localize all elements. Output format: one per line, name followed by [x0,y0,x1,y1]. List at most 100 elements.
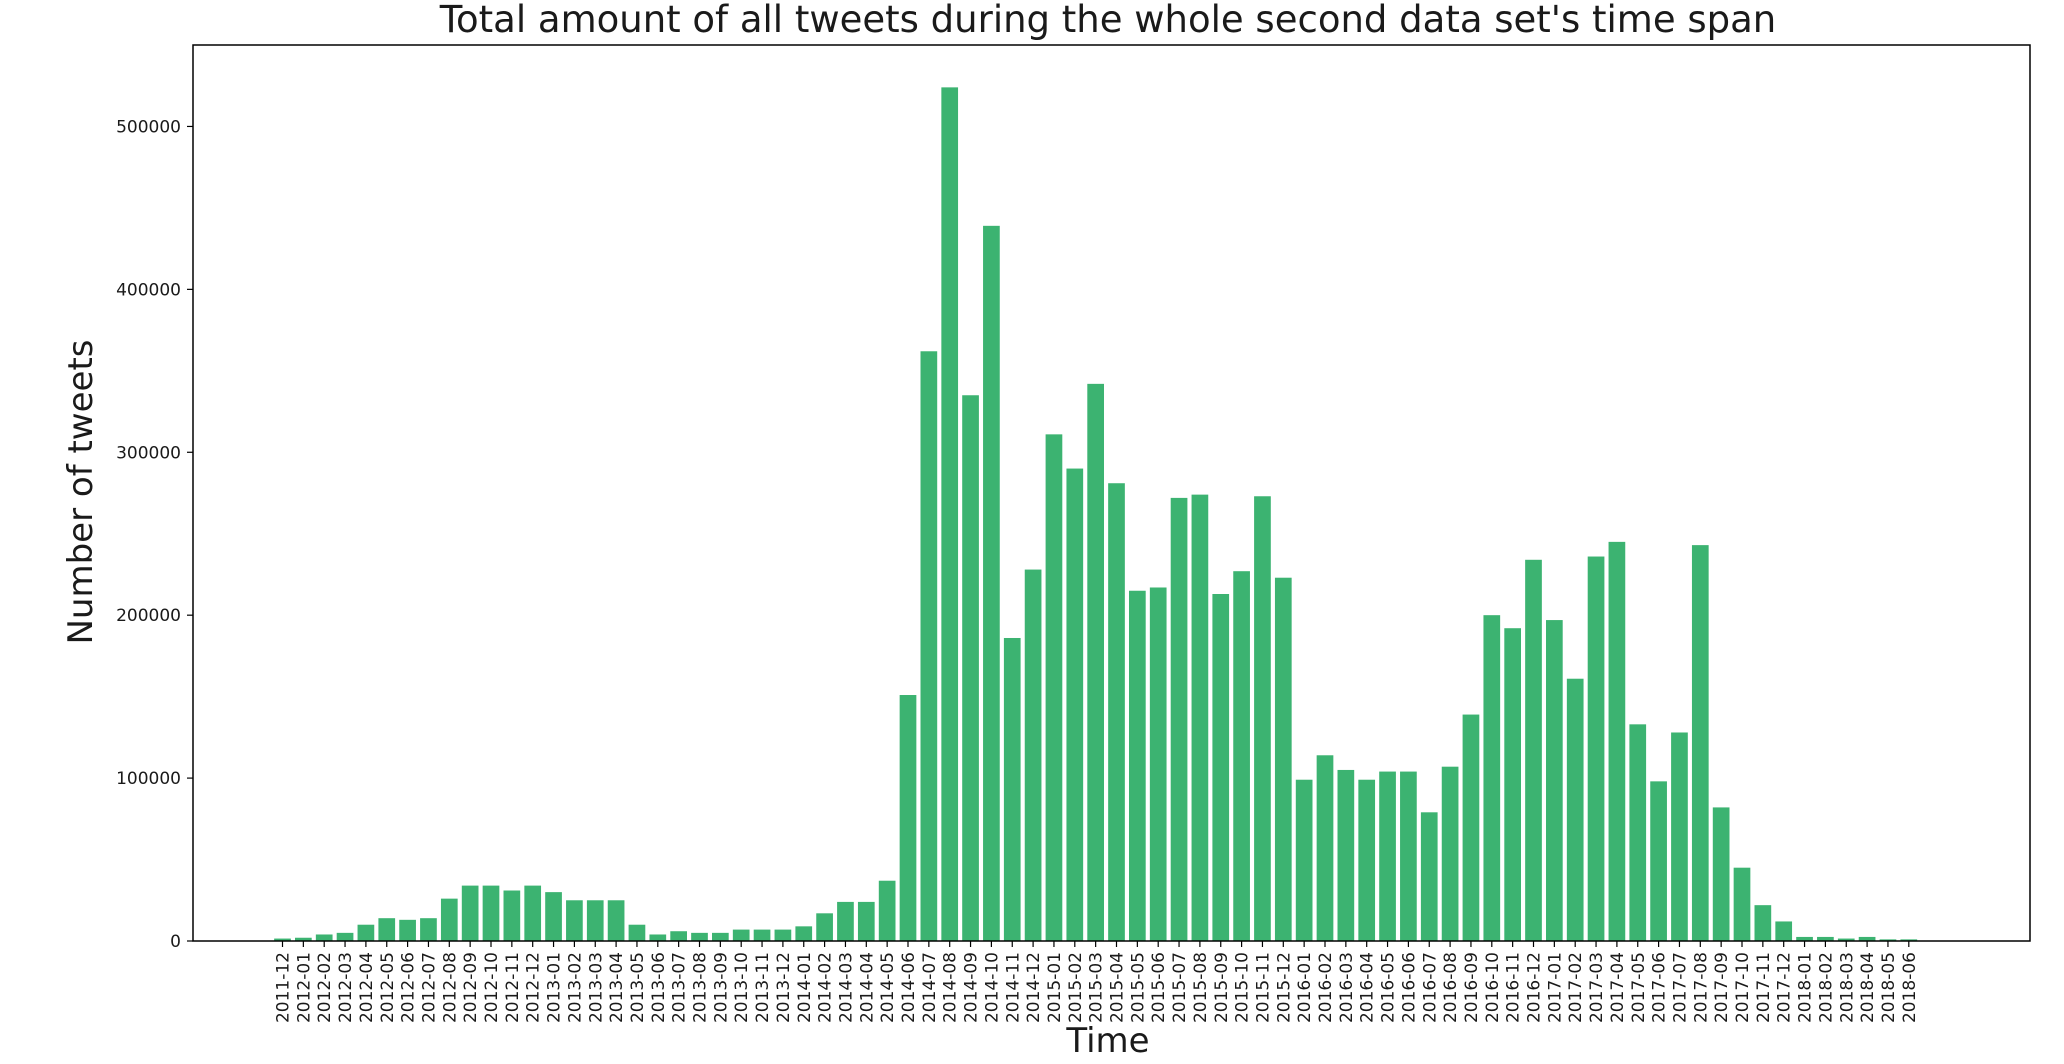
bar-2015-05 [1129,590,1146,941]
bar-2017-03 [1587,556,1605,941]
x-tick-label: 2018-06 [1900,952,1920,1023]
y-tick-label: 500000 [116,117,181,137]
bar-2014-09 [962,395,979,941]
x-tick-label: 2017-03 [1587,952,1607,1023]
bar-2014-11 [1003,637,1021,941]
y-tick-label: 300000 [116,443,181,463]
bar-2012-05 [378,918,396,941]
bar-2017-12 [1775,921,1793,941]
bar-2017-07 [1671,732,1688,941]
x-tick-label: 2016-12 [1525,952,1545,1023]
bar-2012-09 [461,885,479,941]
bar-2016-03 [1337,769,1355,941]
x-axis-label: Time [1065,1021,1149,1060]
bar-2015-12 [1274,577,1292,941]
bar-2018-03 [1837,938,1855,941]
bar-2013-11 [753,929,771,941]
x-tick-label: 2017-02 [1566,952,1586,1023]
bar-2016-05 [1379,771,1396,941]
bar-2012-10 [482,885,500,941]
x-tick-label: 2013-02 [565,952,585,1023]
bar-2013-12 [774,929,792,941]
bar-2017-01 [1546,620,1563,941]
x-tick-label: 2016-04 [1358,952,1378,1023]
x-tick-label: 2012-09 [461,952,481,1023]
x-tick-label: 2017-11 [1754,952,1774,1023]
x-tick-label: 2016-10 [1483,952,1503,1023]
y-axis-ticks: 0 100000 200000 300000 400000 500000 [116,117,193,952]
x-tick-label: 2018-04 [1858,952,1878,1023]
x-tick-label: 2017-12 [1775,952,1795,1023]
x-tick-label: 2015-06 [1149,952,1169,1023]
bars-group [274,87,1918,942]
x-tick-label: 2012-07 [419,952,439,1023]
bar-2014-01 [795,926,813,941]
bar-2013-03 [586,900,604,941]
y-axis-label: Number of tweets [61,340,101,645]
x-tick-label: 2014-03 [836,952,856,1023]
plot-frame [192,44,2031,942]
bar-2016-12 [1525,559,1542,941]
bar-2014-08 [941,87,959,942]
x-tick-label: 2016-02 [1316,952,1336,1023]
bar-2014-04 [857,901,875,941]
x-tick-label: 2016-08 [1441,952,1461,1023]
x-tick-label: 2017-08 [1691,952,1711,1023]
x-tick-label: 2015-10 [1233,952,1253,1023]
x-tick-label: 2012-08 [440,952,460,1023]
x-tick-label: 2014-02 [816,952,836,1023]
bar-2017-09 [1712,807,1730,941]
bar-2012-11 [503,890,521,941]
x-tick-label: 2015-03 [1087,952,1107,1023]
bar-2015-10 [1233,571,1250,941]
x-tick-label: 2017-09 [1712,952,1732,1023]
x-tick-label: 2018-05 [1879,952,1899,1023]
x-tick-label: 2015-09 [1212,952,1232,1023]
bar-2015-09 [1212,594,1230,941]
x-tick-label: 2014-06 [899,952,919,1023]
bar-2017-04 [1608,541,1626,941]
x-tick-label: 2018-01 [1796,952,1816,1023]
bar-2012-06 [399,919,416,941]
bar-2016-11 [1504,628,1521,941]
x-tick-label: 2015-11 [1253,952,1273,1023]
x-tick-label: 2016-09 [1462,952,1482,1023]
x-tick-label: 2016-11 [1504,952,1524,1023]
bar-2014-03 [837,901,854,941]
bar-2016-08 [1441,766,1459,941]
x-tick-label: 2012-02 [315,952,335,1023]
bar-2016-09 [1462,714,1480,941]
x-tick-label: 2013-12 [774,952,794,1023]
x-tick-label: 2012-06 [399,952,419,1023]
x-tick-label: 2013-05 [628,952,648,1023]
bar-2016-01 [1295,779,1313,941]
bar-2012-02 [315,934,333,941]
bar-2014-06 [899,695,917,941]
x-tick-label: 2018-03 [1837,952,1857,1023]
bar-2012-12 [524,885,542,941]
bar-2015-06 [1149,587,1167,941]
x-tick-label: 2018-02 [1816,952,1836,1023]
x-tick-label: 2013-10 [732,952,752,1023]
bar-2018-05 [1879,939,1897,941]
x-tick-label: 2013-01 [545,952,565,1023]
bar-2012-07 [420,918,437,941]
y-tick-label: 0 [170,932,181,952]
bar-2015-11 [1254,496,1271,941]
x-tick-label: 2014-05 [878,952,898,1023]
x-tick-label: 2017-04 [1608,952,1628,1023]
x-tick-label: 2016-07 [1420,952,1440,1023]
bar-2013-05 [628,924,646,941]
x-tick-label: 2012-12 [524,952,544,1023]
bar-2015-01 [1045,434,1063,941]
bar-2013-06 [649,934,667,941]
bar-2014-02 [816,913,833,941]
x-tick-label: 2012-01 [294,952,314,1023]
x-tick-label: 2015-05 [1128,952,1148,1023]
x-tick-label: 2012-04 [357,952,377,1023]
bar-2012-01 [295,937,312,941]
bar-2016-06 [1400,771,1417,941]
bar-2015-04 [1108,483,1125,941]
bar-2013-07 [670,931,687,941]
